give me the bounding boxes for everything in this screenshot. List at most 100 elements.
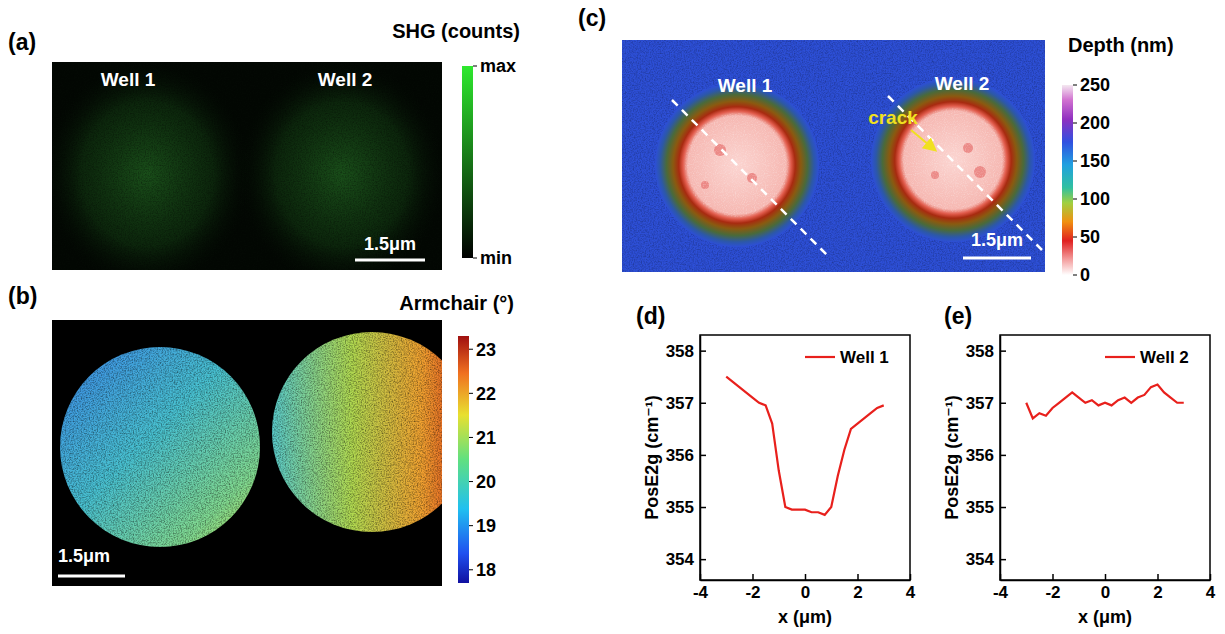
tick-label: 355 (966, 498, 994, 517)
colorbar-tick-label: 19 (476, 516, 496, 536)
scale-bar-label: 1.5μm (364, 234, 416, 254)
tick-label: 354 (666, 550, 695, 569)
crack-arrow (911, 130, 935, 150)
plot-frame (700, 335, 910, 580)
colorbar-tick-label: 0 (1080, 265, 1090, 285)
tick-mark (700, 559, 706, 561)
figure: Well 1Well 21.5μm(a)SHG (counts)maxmin1.… (0, 0, 1225, 634)
colorbar-tick (473, 258, 477, 259)
tick-label: 357 (666, 394, 694, 413)
tick-mark (910, 574, 912, 580)
profile-line (672, 100, 830, 258)
tick-mark (1157, 574, 1159, 580)
panel-label: (a) (8, 29, 36, 55)
legend: Well 1 (805, 348, 889, 367)
well-label: Well 2 (318, 69, 373, 90)
panel-label: (e) (944, 303, 972, 329)
scale-bar (963, 257, 1031, 260)
plot-area (726, 377, 884, 515)
legend-swatch (805, 356, 835, 358)
colorbar (1062, 85, 1073, 275)
colorbar-tick-label: 200 (1080, 113, 1110, 133)
x-axis: -4-2024 (693, 574, 916, 602)
tick: -2 (745, 574, 760, 602)
colorbar (462, 66, 473, 258)
colorbar-tick-label: 100 (1080, 189, 1110, 209)
axis-line (1000, 336, 1002, 581)
legend-label: Well 2 (1140, 348, 1189, 367)
line-panel: -4-2024354355356357358x (μm)PosE2g (cm⁻¹… (942, 303, 1216, 627)
tick: 355 (966, 498, 1006, 517)
well-label: Well 2 (935, 73, 990, 94)
panel-label: (b) (8, 283, 37, 309)
tick-mark (857, 574, 859, 580)
image-noise (52, 320, 442, 586)
colorbar-tick (469, 525, 473, 526)
scale-bar-label: 1.5μm (58, 546, 110, 566)
image (52, 62, 442, 270)
panel-label: (c) (578, 5, 606, 31)
line-panel: -4-2024354355356357358x (μm)PosE2g (cm⁻¹… (636, 303, 916, 627)
colorbar-tick-label: 150 (1080, 151, 1110, 171)
tick-mark (1000, 507, 1006, 509)
colorbar-tick (1073, 85, 1077, 86)
tick-label: 358 (666, 342, 694, 361)
tick-label: 0 (1101, 583, 1110, 602)
x-axis: -4-2024 (993, 574, 1216, 602)
colorbar-title: SHG (counts) (392, 20, 520, 42)
tick-mark (700, 455, 706, 457)
tick-label: -4 (693, 583, 709, 602)
tick: 358 (966, 342, 1006, 361)
colorbar-tick-label: 23 (476, 340, 496, 360)
colorbar-tick (469, 569, 473, 570)
colorbar-tick (469, 437, 473, 438)
tick: 358 (666, 342, 706, 361)
tick: 0 (1101, 574, 1110, 602)
panel-label: (d) (636, 303, 665, 329)
tick: 2 (1153, 574, 1162, 602)
colorbar-tick (1073, 199, 1077, 200)
tick-label: 4 (906, 583, 916, 602)
well-label: Well 1 (101, 69, 156, 90)
tick-mark (752, 574, 754, 580)
colorbar-tick (1073, 161, 1077, 162)
image-background (622, 40, 1045, 272)
axis-line (700, 336, 702, 581)
tick: 0 (801, 574, 810, 602)
tick: 4 (1206, 574, 1216, 602)
colorbar-tick (1073, 123, 1077, 124)
plot-area (1026, 385, 1184, 419)
colorbar-tick (1073, 237, 1077, 238)
image-background (52, 62, 442, 270)
colorbar-tick-label: 50 (1080, 227, 1100, 247)
tick-mark (1210, 574, 1212, 580)
x-axis-title: x (μm) (1078, 607, 1132, 627)
x-axis-title: x (μm) (778, 607, 832, 627)
legend: Well 2 (1105, 348, 1189, 367)
tick-mark (1000, 350, 1006, 352)
colorbar-tick (473, 66, 477, 67)
tick-mark (1105, 574, 1107, 580)
tick-label: 4 (1206, 583, 1216, 602)
tick: 354 (966, 550, 1006, 569)
colorbar-tick-label: 250 (1080, 75, 1110, 95)
tick-mark (805, 574, 807, 580)
tick-label: 356 (966, 446, 994, 465)
tick-label: -2 (745, 583, 760, 602)
image-background (52, 320, 442, 586)
colorbar-title: Armchair (°) (399, 292, 514, 314)
tick-label: 355 (666, 498, 694, 517)
colorbar-tick (1073, 275, 1077, 276)
plot-frame (1000, 335, 1210, 580)
legend-label: Well 1 (840, 348, 889, 367)
tick: 4 (906, 574, 916, 602)
tick-label: 2 (1153, 583, 1162, 602)
colorbar-tick (469, 393, 473, 394)
colorbar-tick-label: 22 (476, 384, 496, 404)
image-noise (622, 40, 1045, 272)
scale-bar (355, 259, 425, 262)
image-panel: Well 1Well 2crack1.5μm(c)Depth (nm)05010… (578, 5, 1174, 285)
colorbar (458, 336, 469, 583)
colorbar-tick-label: 20 (476, 472, 496, 492)
image-panel: Well 1Well 21.5μm(a)SHG (counts)maxmin (8, 20, 520, 294)
